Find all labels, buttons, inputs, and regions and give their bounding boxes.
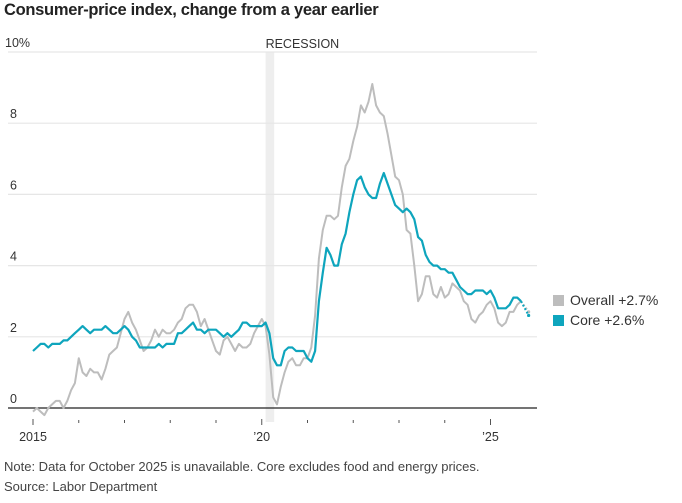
y-axis-labels: 0 2 4 6 8 10% — [5, 36, 30, 406]
recession-band — [265, 52, 275, 422]
footer: Note: Data for October 2025 is unavailab… — [4, 457, 480, 497]
y-tick-label: 4 — [10, 250, 17, 264]
series-line-overall — [32, 83, 522, 417]
legend-label-core: Core +2.6% — [570, 312, 645, 328]
legend-swatch-overall — [553, 294, 564, 306]
legend-label-overall: Overall +2.7% — [570, 292, 659, 308]
recession-label: RECESSION — [266, 37, 340, 51]
y-tick-label: 2 — [10, 321, 17, 335]
legend-item-core: Core +2.6% — [553, 310, 658, 330]
chart-source: Source: Labor Department — [4, 479, 158, 494]
x-tick-label: 2015 — [19, 430, 47, 444]
x-tick-label: ’25 — [482, 430, 499, 444]
y-tick-label: 8 — [10, 107, 17, 121]
legend-swatch-core — [553, 314, 564, 326]
chart-title: Consumer-price index, change from a year… — [4, 1, 379, 19]
legend-item-overall: Overall +2.7% — [553, 290, 658, 310]
chart-note: Note: Data for October 2025 is unavailab… — [4, 459, 480, 474]
series-lines — [32, 83, 531, 417]
x-axis: 2015 ’20 ’25 — [8, 407, 537, 444]
y-tick-label: 10% — [5, 36, 30, 50]
gridlines — [8, 51, 537, 338]
y-tick-label: 0 — [10, 392, 17, 406]
legend: Overall +2.7% Core +2.6% — [553, 290, 658, 330]
series-gap-core — [520, 300, 530, 316]
series-latest-point-core — [527, 313, 531, 318]
recession-band-group: RECESSION — [265, 37, 340, 422]
y-tick-label: 6 — [10, 178, 17, 192]
series-line-core — [32, 171, 522, 367]
x-tick-label: ’20 — [253, 430, 270, 444]
